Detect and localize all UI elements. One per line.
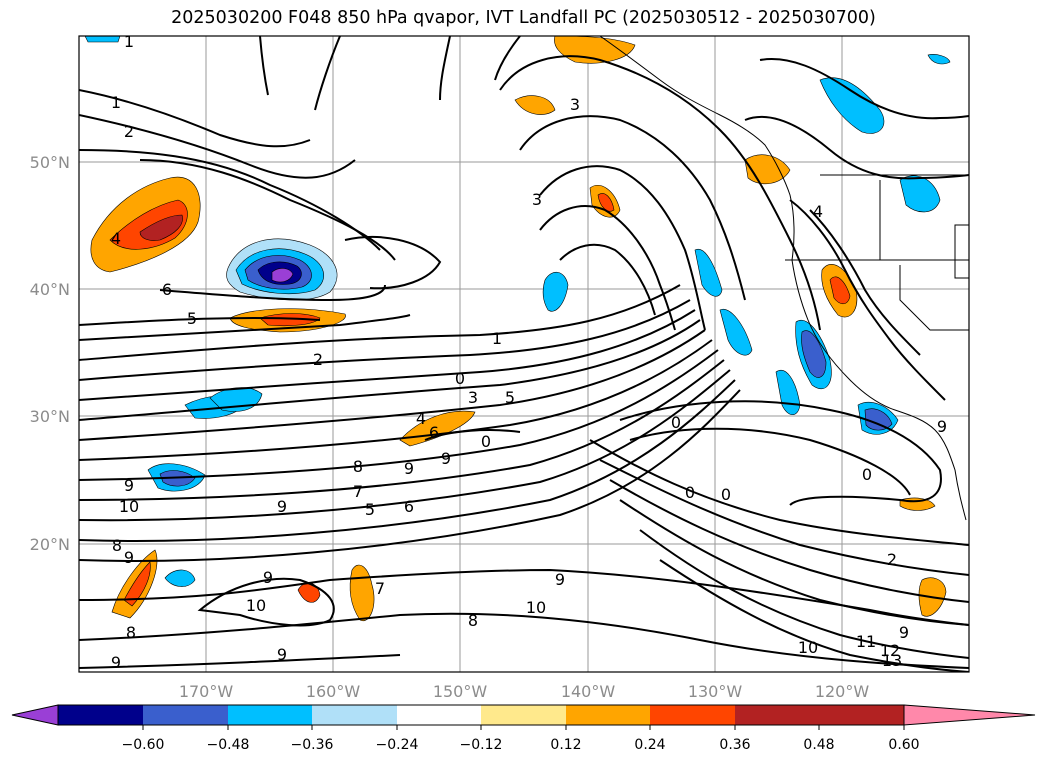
colorbar-segment bbox=[397, 705, 481, 725]
contour-label: 5 bbox=[505, 388, 515, 407]
contour-label: 7 bbox=[375, 579, 385, 598]
contour-label: 9 bbox=[277, 645, 287, 664]
colorbar: −0.60 −0.48 −0.36 −0.24 −0.12 0.12 0.24 … bbox=[11, 704, 1036, 753]
coastlines bbox=[599, 36, 969, 521]
colorbar-segment bbox=[481, 705, 566, 725]
lat-label: 30°N bbox=[30, 407, 70, 426]
colorbar-tick-label: −0.60 bbox=[122, 737, 165, 753]
contour-label: 7 bbox=[353, 482, 363, 501]
contour-label: 9 bbox=[441, 449, 451, 468]
lon-label: 140°W bbox=[561, 682, 616, 701]
colorbar-segment bbox=[650, 705, 735, 725]
contour-label: 4 bbox=[416, 409, 426, 428]
contour-label: 1 bbox=[111, 93, 121, 112]
colorbar-extend-min bbox=[11, 704, 59, 726]
colorbar-segment bbox=[819, 705, 904, 725]
contour-label: 9 bbox=[111, 653, 121, 672]
lon-label: 120°W bbox=[815, 682, 870, 701]
contour-label: 4 bbox=[813, 202, 823, 221]
map-title: 2025030200 F048 850 hPa qvapor, IVT Land… bbox=[171, 8, 876, 28]
contour-label: 2 bbox=[887, 550, 897, 569]
contour-label: 2 bbox=[124, 122, 134, 141]
lon-label: 170°W bbox=[179, 682, 234, 701]
lon-label: 130°W bbox=[688, 682, 743, 701]
colorbar-tick-label: −0.36 bbox=[291, 737, 334, 753]
lat-label: 40°N bbox=[30, 280, 70, 299]
colorbar-tick-label: 0.48 bbox=[803, 737, 834, 753]
contour-label: 0 bbox=[671, 413, 681, 432]
colorbar-segment bbox=[58, 705, 143, 725]
contour-label: 0 bbox=[721, 485, 731, 504]
colorbar-segment bbox=[228, 705, 312, 725]
contour-label: 10 bbox=[119, 497, 139, 516]
contour-label: 0 bbox=[455, 369, 465, 388]
contour-label: 8 bbox=[468, 611, 478, 630]
contour-label: 6 bbox=[162, 280, 172, 299]
colorbar-extend-max bbox=[903, 704, 1036, 726]
colorbar-tick-label: 0.12 bbox=[550, 737, 581, 753]
colorbar-segment bbox=[735, 705, 819, 725]
contour-labels: 1 1 2 3 3 4 4 6 5 2 1 0 5 3 4 6 9 8 9 7 … bbox=[111, 32, 947, 672]
contour-label: 9 bbox=[124, 476, 134, 495]
graticule bbox=[79, 36, 969, 672]
contour-label: 8 bbox=[112, 536, 122, 555]
colorbar-segment bbox=[143, 705, 228, 725]
lon-label: 160°W bbox=[306, 682, 361, 701]
contour-label: 13 bbox=[882, 651, 902, 670]
lat-label: 50°N bbox=[30, 153, 70, 172]
contour-label: 4 bbox=[111, 229, 121, 248]
colorbar-tick-label: 0.60 bbox=[888, 737, 919, 753]
contour-label: 10 bbox=[246, 596, 266, 615]
contour-label: 9 bbox=[555, 570, 565, 589]
contour-label: 12 bbox=[880, 641, 900, 660]
contour-label: 0 bbox=[481, 432, 491, 451]
map-frame bbox=[78, 35, 970, 673]
contour-label: 8 bbox=[353, 457, 363, 476]
contour-label: 0 bbox=[862, 465, 872, 484]
colorbar-tick-label: −0.24 bbox=[376, 737, 419, 753]
contour-label: 6 bbox=[429, 423, 439, 442]
colorbar-tick-label: 0.36 bbox=[719, 737, 750, 753]
contour-label: 3 bbox=[570, 95, 580, 114]
contour-label: 11 bbox=[856, 632, 876, 651]
colorbar-segment bbox=[312, 705, 397, 725]
contour-label: 8 bbox=[126, 623, 136, 642]
contour-label: 6 bbox=[404, 497, 414, 516]
contour-label: 5 bbox=[187, 309, 197, 328]
contour-label: 10 bbox=[526, 598, 546, 617]
contour-label: 9 bbox=[899, 623, 909, 642]
contour-label: 9 bbox=[404, 459, 414, 478]
ivt-contours bbox=[79, 36, 969, 672]
contour-label: 0 bbox=[685, 483, 695, 502]
colorbar-tick-label: 0.24 bbox=[634, 737, 665, 753]
colorbar-tick-marks bbox=[142, 725, 905, 730]
contour-label: 10 bbox=[798, 638, 818, 657]
contour-label: 9 bbox=[277, 497, 287, 516]
contour-label: 2 bbox=[313, 350, 323, 369]
contour-label: 3 bbox=[532, 190, 542, 209]
latitude-labels: 50°N 40°N 30°N 20°N bbox=[30, 153, 70, 554]
contour-label: 1 bbox=[124, 32, 134, 51]
contour-label: 9 bbox=[124, 548, 134, 567]
lon-label: 150°W bbox=[433, 682, 488, 701]
contour-label: 9 bbox=[263, 568, 273, 587]
lat-label: 20°N bbox=[30, 535, 70, 554]
colorbar-segment bbox=[566, 705, 650, 725]
longitude-labels: 170°W 160°W 150°W 140°W 130°W 120°W bbox=[179, 682, 870, 701]
contour-label: 3 bbox=[468, 388, 478, 407]
colorbar-tick-label: −0.48 bbox=[207, 737, 250, 753]
contour-label: 1 bbox=[492, 329, 502, 348]
contour-label: 9 bbox=[937, 417, 947, 436]
colorbar-segment bbox=[904, 705, 1035, 725]
colorbar-tick-label: −0.12 bbox=[460, 737, 503, 753]
map-content: 1 1 2 3 3 4 4 6 5 2 1 0 5 3 4 6 9 8 9 7 … bbox=[79, 32, 969, 672]
contour-label: 5 bbox=[365, 500, 375, 519]
qvapor-shading bbox=[84, 36, 951, 622]
